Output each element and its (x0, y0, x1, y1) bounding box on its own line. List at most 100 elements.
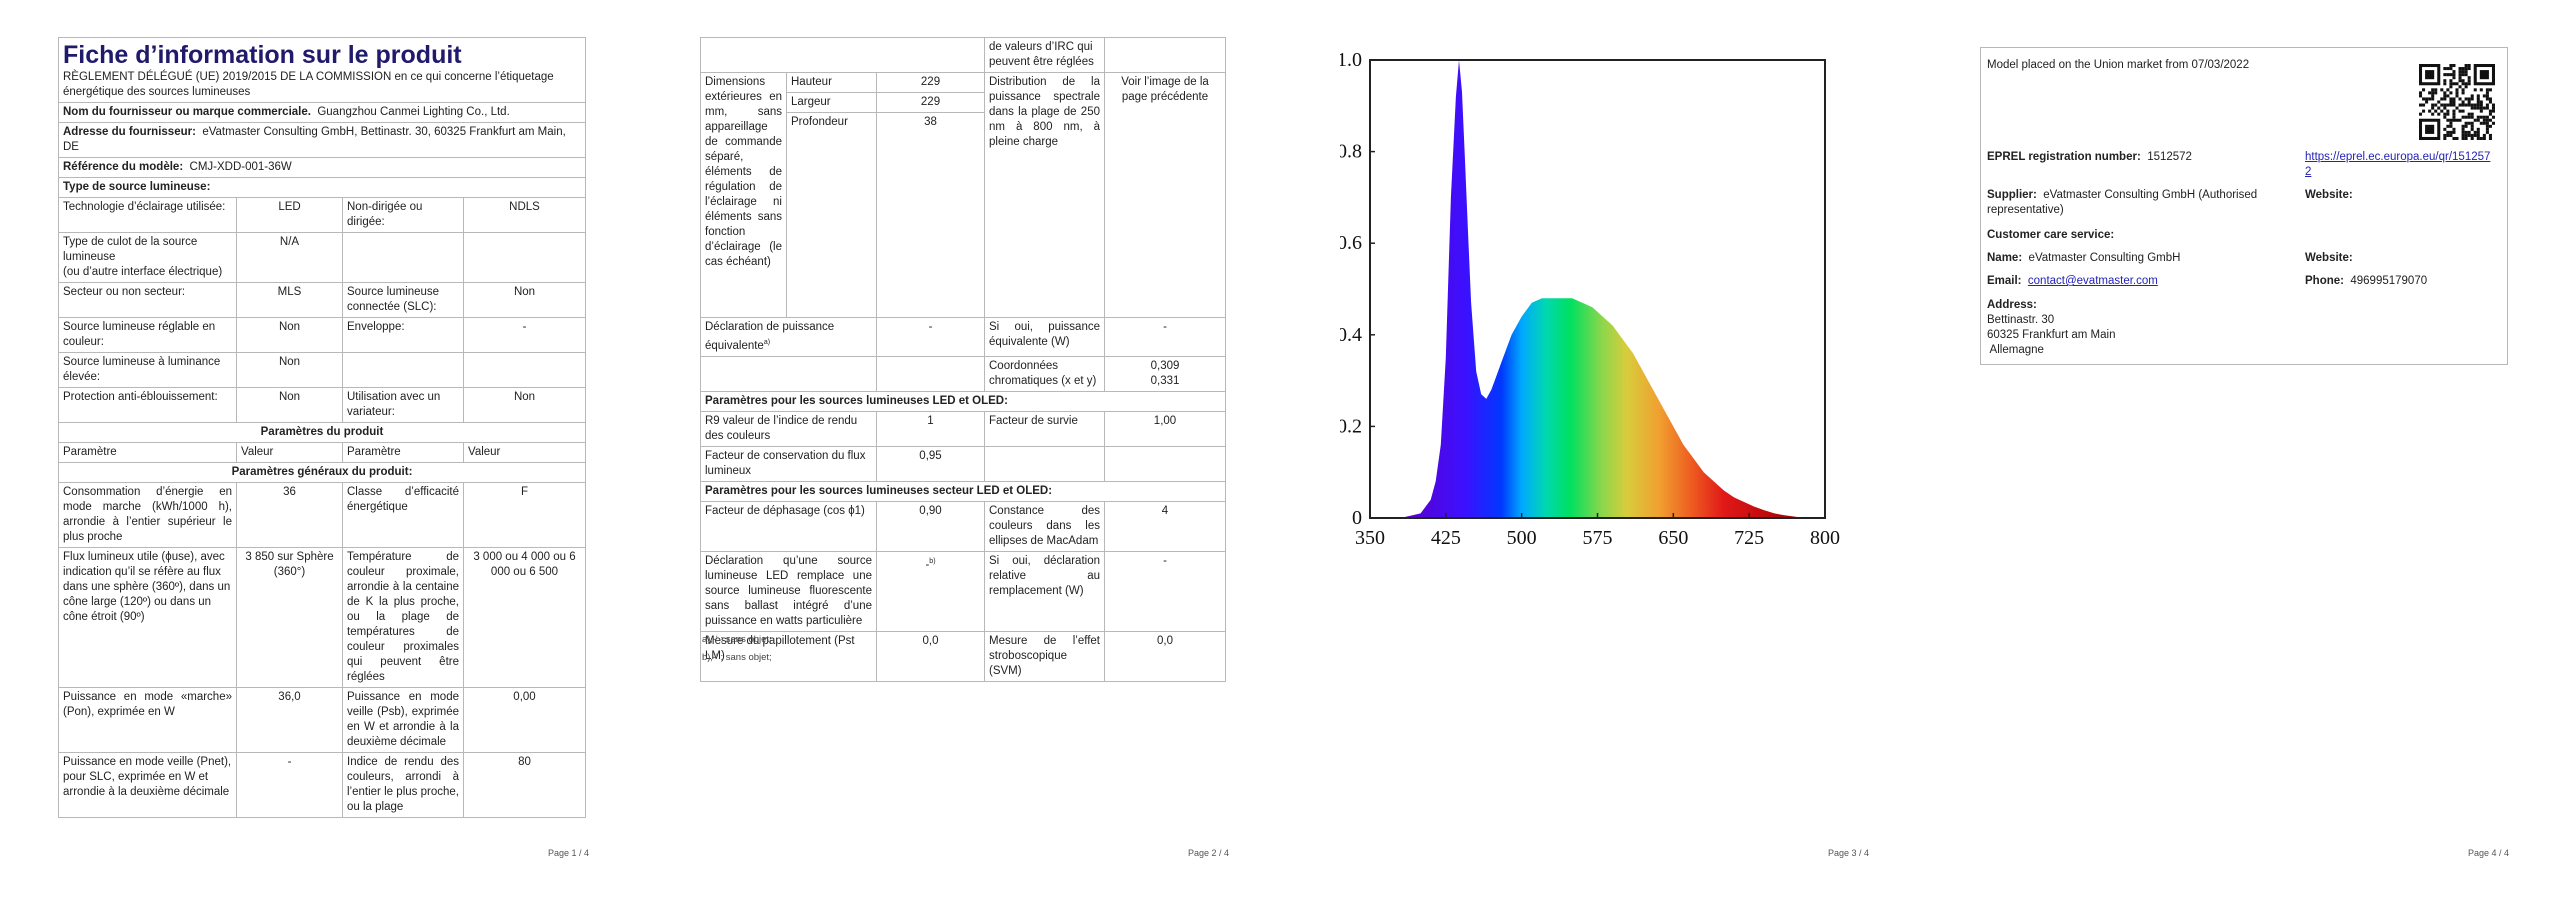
cell-value: F (463, 482, 586, 548)
product-info-table: Fiche d’information sur le produit RÈGLE… (58, 37, 586, 818)
eprel-value: 1512572 (2147, 151, 2192, 163)
empty-cell (700, 355, 877, 392)
empty-cell (984, 445, 1105, 482)
eprel-row: EPREL registration number: 1512572 (1987, 150, 2192, 165)
equiv-w-value: - (1104, 317, 1226, 357)
cell-value: Non (236, 387, 343, 423)
placed-text: Model placed on the Union market from 07… (1987, 59, 2250, 71)
empty-cell (1104, 37, 1226, 73)
section-heading: Paramètres du produit (58, 422, 586, 443)
macadam-label: Constance des couleurs dans les ellipses… (984, 500, 1105, 552)
website2-label: Website: (2305, 252, 2353, 264)
maint-value: 0,95 (876, 445, 985, 482)
email-link[interactable]: contact@evatmaster.com (2027, 275, 2158, 287)
x-tick-label: 425 (1431, 527, 1461, 549)
cell-value: 36,0 (236, 687, 343, 753)
cell-param: Enveloppe: (342, 317, 464, 353)
cell-param: Utilisation avec un variateur: (342, 387, 464, 423)
x-tick-label: 575 (1583, 527, 1613, 549)
equiv-label-cell: Déclaration de puissance équivalentea) (700, 317, 877, 357)
cont-text: de valeurs d’IRC qui peuvent être réglée… (984, 37, 1105, 73)
cell-value: - (463, 317, 586, 353)
pf-value: 0,90 (876, 500, 985, 552)
cell-value: N/A (236, 232, 343, 283)
page-1: Fiche d’information sur le produit RÈGLE… (0, 0, 640, 905)
regulation-text: RÈGLEMENT DÉLÉGUÉ (UE) 2019/2015 DE LA C… (63, 71, 554, 98)
equiv-w-label: Si oui, puissance équivalente (W) (984, 317, 1105, 357)
website-label: Website: (2305, 189, 2353, 201)
footnote-b: b)‚-‘ : sans objet; (702, 652, 772, 663)
email-row: Email: contact@evatmaster.com (1987, 274, 2158, 289)
cell-param: Source lumineuse connectée (SLC): (342, 282, 464, 318)
address-row: Adresse du fournisseur: eVatmaster Consu… (58, 122, 586, 158)
cell-value: - (236, 752, 343, 818)
page-4: Model placed on the Union market from 07… (1920, 0, 2560, 905)
name-label: Name: (1987, 252, 2023, 264)
cell-value: Non (463, 282, 586, 318)
phone-row: Phone: 496995179070 (2305, 274, 2427, 289)
cell-param: Source lumineuse à luminance élevée: (58, 352, 237, 388)
cell-value: 3 000 ou 4 000 ou 6 000 ou 6 500 (463, 547, 586, 688)
address-line: 60325 Frankfurt am Main (1987, 329, 2116, 341)
cell-value: Non (236, 317, 343, 353)
replace-sup: b) (929, 557, 936, 565)
cell-param: Consommation d’énergie en mode marche (k… (58, 482, 237, 548)
name-row: Name: eVatmaster Consulting GmbH (1987, 251, 2180, 266)
strobo-value: 0,0 (1104, 630, 1226, 682)
maint-label: Facteur de conservation du flux lumineux (700, 445, 877, 482)
flicker-label: Mesure du papillotement (Pst LM) (700, 630, 877, 682)
cell-param: Puissance en mode veille (Psb), exprimée… (342, 687, 464, 753)
cell-param: Source lumineuse réglable en couleur: (58, 317, 237, 353)
cell-value: 3 850 sur Sphère (360°) (236, 547, 343, 688)
column-header: Paramètre (58, 442, 237, 463)
product-info-table-2: de valeurs d’IRC qui peuvent être réglée… (700, 37, 1226, 682)
name-value: eVatmaster Consulting GmbH (2028, 252, 2181, 264)
supplier-value: eVatmaster Consulting GmbH (Authorised r… (1987, 189, 2258, 216)
eprel-link[interactable]: https://eprel.ec.europa.eu/qr/1512572 (2305, 151, 2491, 178)
replace-w-label: Si oui, déclaration relative au remplace… (984, 550, 1105, 632)
equiv-value: - (876, 317, 985, 357)
cell-param: Type de culot de la source lumineuse (ou… (58, 232, 237, 283)
y-tick-label: 0.6 (1340, 232, 1362, 254)
cell-value: 36 (236, 482, 343, 548)
model-label: Référence du modèle: (63, 161, 184, 173)
y-tick-label: 0.2 (1340, 415, 1362, 437)
flicker-value: 0,0 (876, 630, 985, 682)
model-value: CMJ-XDD-001-36W (189, 161, 292, 173)
cell-value (463, 232, 586, 283)
replace-w-value: - (1104, 550, 1226, 632)
dim-value: 229 (876, 92, 985, 113)
section-heading: Paramètres pour les sources lumineuses L… (700, 390, 1226, 412)
y-tick-label: 1.0 (1340, 49, 1362, 71)
cell-param: Non-dirigée ou dirigée: (342, 197, 464, 233)
pf-label: Facteur de déphasage (cos ϕ1) (700, 500, 877, 552)
cell-param: Indice de rendu des couleurs, arrondi à … (342, 752, 464, 818)
address-value: eVatmaster Consulting GmbH, Bettinastr. … (63, 126, 566, 153)
equiv-label: Déclaration de puissance équivalente (705, 321, 835, 352)
cell-param: Température de couleur proximale, arrond… (342, 547, 464, 688)
strobo-label: Mesure de l’effet stroboscopique (SVM) (984, 630, 1105, 682)
model-row: Référence du modèle: CMJ-XDD-001-36W (58, 157, 586, 178)
empty-cell (876, 355, 985, 392)
replace-label: Déclaration qu’une source lumineuse LED … (700, 550, 877, 632)
spd-value: Voir l’image de la page précédente (1104, 72, 1226, 318)
cell-value: 0,00 (463, 687, 586, 753)
replace-value-cell: -b) (876, 550, 985, 632)
y-tick-label: 0.4 (1340, 324, 1362, 346)
phone-value: 496995179070 (2350, 275, 2428, 287)
survival-label: Facteur de survie (984, 410, 1105, 447)
page-number: Page 2 / 4 (1188, 848, 1230, 858)
address-line: Bettinastr. 30 (1987, 314, 2055, 326)
cell-param (342, 232, 464, 283)
section-heading: Paramètres pour les sources lumineuses s… (700, 480, 1226, 502)
x-tick-label: 350 (1355, 527, 1385, 549)
supplier-value: Guangzhou Canmei Lighting Co., Ltd. (317, 106, 510, 118)
cell-param (342, 352, 464, 388)
eprel-label: EPREL registration number: (1987, 151, 2141, 163)
y-tick-label: 0 (1352, 507, 1362, 529)
x-tick-label: 650 (1658, 527, 1688, 549)
address-line: Allemagne (1987, 344, 2044, 356)
spectrum-area (1400, 60, 1805, 518)
spd-label: Distribution de la puissance spectrale d… (984, 72, 1105, 318)
cell-param: Puissance en mode veille (Pnet), pour SL… (58, 752, 237, 818)
